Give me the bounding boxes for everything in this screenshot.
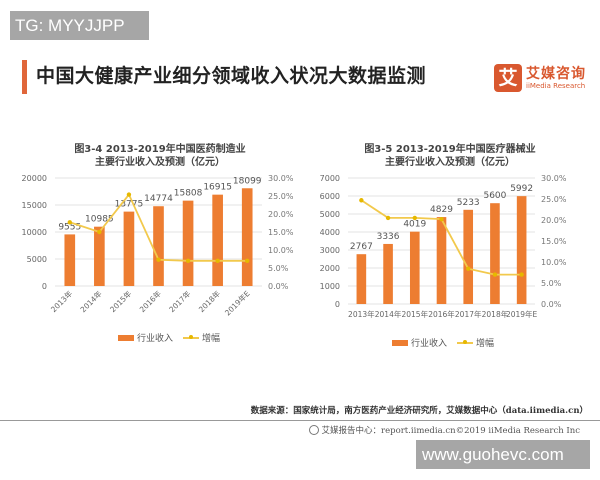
svg-text:5992: 5992 xyxy=(510,184,533,194)
svg-text:6000: 6000 xyxy=(320,192,340,201)
footer-divider xyxy=(0,420,600,421)
svg-text:2015年: 2015年 xyxy=(107,288,133,314)
svg-text:5.0%: 5.0% xyxy=(268,264,289,273)
logo-name-cn: 艾媒咨询 xyxy=(526,65,586,82)
chart-1-pharma-manufacturing: 0 5000 10000 15000 20000 0.0% 5.0% 10.0% 15.0% 20… xyxy=(22,174,294,318)
svg-text:10000: 10000 xyxy=(22,228,47,237)
svg-text:0: 0 xyxy=(335,300,340,309)
svg-text:2000: 2000 xyxy=(320,264,340,273)
svg-text:2016年: 2016年 xyxy=(137,288,163,314)
svg-text:5600: 5600 xyxy=(483,191,506,201)
svg-text:2017年: 2017年 xyxy=(167,288,193,314)
svg-text:2013年: 2013年 xyxy=(48,288,74,314)
svg-text:10.0%: 10.0% xyxy=(541,258,567,267)
svg-text:10985: 10985 xyxy=(85,215,114,225)
logo-icon: 艾 xyxy=(494,64,522,92)
svg-text:5000: 5000 xyxy=(27,255,47,264)
svg-text:25.0%: 25.0% xyxy=(268,192,294,201)
svg-text:15808: 15808 xyxy=(174,189,203,199)
svg-text:2013年: 2013年 xyxy=(348,309,375,319)
page-title: 中国大健康产业细分领域收入状况大数据监测 xyxy=(36,65,427,87)
footer-copyright: 艾媒报告中心：report.iimedia.cn©2019 iiMedia Re… xyxy=(308,424,580,436)
svg-text:4019: 4019 xyxy=(403,220,426,230)
svg-text:5.0%: 5.0% xyxy=(541,279,562,288)
svg-text:2015年: 2015年 xyxy=(401,309,428,319)
svg-text:2018年: 2018年 xyxy=(482,309,509,319)
svg-text:2014年: 2014年 xyxy=(78,288,104,314)
svg-text:30.0%: 30.0% xyxy=(541,174,567,183)
svg-text:10.0%: 10.0% xyxy=(268,246,294,255)
watermark-top: TG: MYYJJPP xyxy=(10,11,149,40)
svg-text:2019年E: 2019年E xyxy=(222,288,251,317)
svg-text:0: 0 xyxy=(42,282,47,291)
svg-text:20.0%: 20.0% xyxy=(541,216,567,225)
chart-2-legend: 行业收入 增幅 xyxy=(392,336,494,349)
svg-text:7000: 7000 xyxy=(320,174,340,183)
data-source: 数据来源：国家统计局，南方医药产业经济研究所，艾媒数据中心（data.iimed… xyxy=(250,406,588,416)
svg-text:3000: 3000 xyxy=(320,246,340,255)
svg-text:1000: 1000 xyxy=(320,282,340,291)
chart-1-title: 图3-4 2013-2019年中国医药制造业 主要行业收入及预测（亿元） xyxy=(74,144,246,168)
watermark-bottom: www.guohevc.com xyxy=(416,440,590,469)
svg-text:13775: 13775 xyxy=(115,200,144,210)
svg-text:5233: 5233 xyxy=(457,198,480,208)
svg-text:3336: 3336 xyxy=(377,232,400,242)
svg-text:5000: 5000 xyxy=(320,210,340,219)
chart-2-medical-devices: 0 1000 2000 3000 4000 5000 6000 7000 0.0% 5.0% 10.… xyxy=(320,174,567,319)
svg-text:2016年: 2016年 xyxy=(428,309,455,319)
svg-text:30.0%: 30.0% xyxy=(268,174,294,183)
globe-icon xyxy=(308,425,319,435)
svg-text:9555: 9555 xyxy=(58,222,81,232)
svg-text:15.0%: 15.0% xyxy=(268,228,294,237)
chart-2-title: 图3-5 2013-2019年中国医疗器械业 主要行业收入及预测（亿元） xyxy=(364,144,536,168)
svg-text:2019年E: 2019年E xyxy=(506,309,538,319)
svg-text:0.0%: 0.0% xyxy=(268,282,289,291)
legend-line-swatch xyxy=(183,334,200,339)
svg-text:2017年: 2017年 xyxy=(455,309,482,319)
svg-text:14774: 14774 xyxy=(144,194,173,204)
svg-text:25.0%: 25.0% xyxy=(541,195,567,204)
iimedia-logo: 艾 艾媒咨询 iiMedia Research xyxy=(494,60,586,96)
legend-line-swatch xyxy=(457,339,474,344)
svg-text:2014年: 2014年 xyxy=(375,309,402,319)
logo-name-en: iiMedia Research xyxy=(526,81,586,90)
svg-text:15.0%: 15.0% xyxy=(541,237,567,246)
svg-text:2018年: 2018年 xyxy=(196,288,222,314)
chart-1-legend: 行业收入 增幅 xyxy=(118,331,220,344)
svg-text:2767: 2767 xyxy=(350,242,373,252)
svg-text:4000: 4000 xyxy=(320,228,340,237)
svg-text:18099: 18099 xyxy=(233,176,262,186)
svg-text:20.0%: 20.0% xyxy=(268,210,294,219)
svg-text:16915: 16915 xyxy=(203,183,232,193)
svg-text:15000: 15000 xyxy=(22,201,47,210)
svg-text:20000: 20000 xyxy=(22,174,47,183)
svg-text:0.0%: 0.0% xyxy=(541,300,562,309)
svg-text:4829: 4829 xyxy=(430,205,453,215)
legend-bar-swatch xyxy=(118,334,134,341)
title-accent-bar xyxy=(22,60,27,94)
legend-bar-swatch xyxy=(392,339,408,346)
